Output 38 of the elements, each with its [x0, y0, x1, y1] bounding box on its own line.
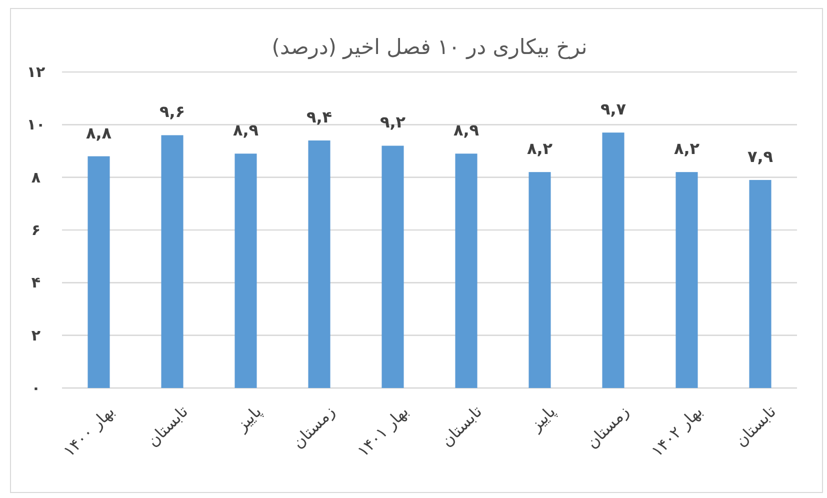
bar [676, 172, 698, 388]
x-tick-label: زمستان [582, 402, 633, 452]
data-label: ۸,۹ [232, 120, 259, 140]
y-tick-label: ۴ [31, 274, 41, 292]
bar [382, 146, 404, 388]
x-tick-label: تابستان [731, 402, 780, 450]
bar [749, 180, 772, 388]
y-tick-label: ۰ [31, 379, 41, 397]
x-tick-label: بهار ۱۴۰۰ [59, 402, 118, 460]
data-label: ۹,۴ [306, 107, 332, 126]
bar [234, 154, 257, 388]
y-tick-label: ۱۰ [26, 116, 46, 134]
bar [455, 154, 478, 388]
x-tick-label: بهار ۱۴۰۱ [353, 402, 412, 460]
data-label: ۹,۶ [159, 102, 186, 122]
y-tick-label: ۱۲ [26, 63, 46, 81]
bar [528, 172, 551, 388]
y-tick-label: ۸ [31, 168, 41, 186]
bar [88, 156, 110, 388]
x-tick-label: بهار ۱۴۰۲ [647, 402, 706, 460]
chart-title: نرخ بیکاری در ۱۰ فصل اخیر (درصد) [272, 35, 588, 60]
x-tick-label: تابستان [437, 402, 486, 450]
y-tick-label: ۲ [31, 326, 41, 344]
data-label: ۷,۹ [747, 146, 774, 166]
data-label: ۹,۲ [380, 112, 406, 132]
bar [602, 132, 624, 388]
data-label: ۸,۹ [453, 120, 480, 140]
x-tick-label: پاییز [232, 402, 266, 436]
y-tick-label: ۶ [31, 221, 41, 239]
x-tick-label: زمستان [288, 402, 339, 452]
x-tick-label: پاییز [526, 402, 560, 436]
x-tick-label: تابستان [143, 402, 192, 450]
data-label: ۸,۸ [86, 123, 112, 142]
bar [161, 135, 184, 388]
bar [308, 140, 330, 388]
data-label: ۹,۷ [600, 100, 626, 119]
data-label: ۸,۲ [526, 139, 553, 158]
data-label: ۸,۲ [674, 139, 700, 158]
